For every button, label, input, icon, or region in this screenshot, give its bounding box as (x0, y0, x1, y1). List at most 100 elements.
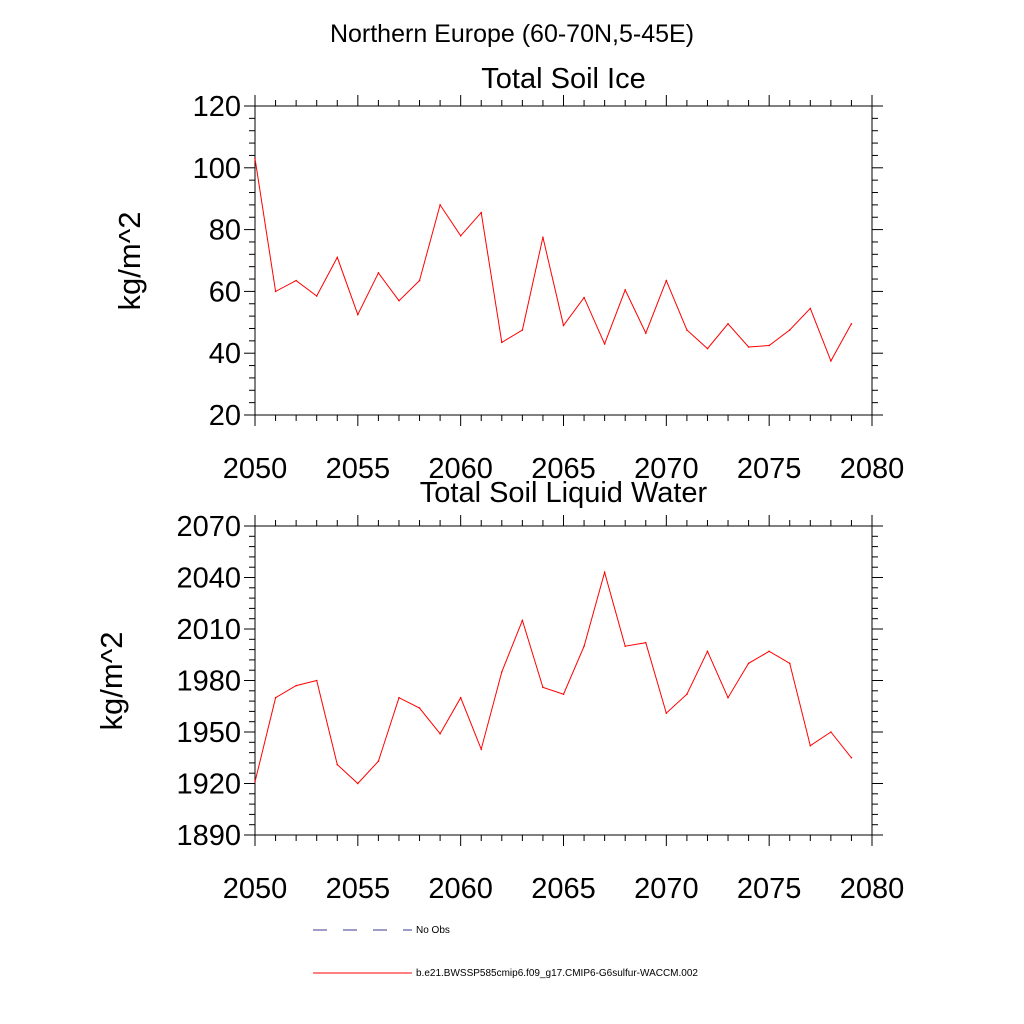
data-point (850, 756, 853, 759)
data-point (459, 696, 462, 699)
data-point (398, 299, 400, 302)
x-tick-label: 2050 (223, 873, 288, 905)
data-point (274, 290, 277, 293)
data-point (603, 343, 606, 345)
y-tick-label: 40 (209, 338, 241, 370)
data-point (274, 696, 277, 699)
data-point (501, 671, 503, 673)
y-tick-label: 20 (209, 400, 241, 432)
data-point (357, 313, 359, 316)
data-point (768, 650, 770, 653)
data-point (521, 329, 524, 331)
data-point (665, 279, 668, 282)
data-point (254, 780, 256, 783)
data-point (747, 662, 750, 665)
legend-model-label: b.e21.BWSSP585cmip6.f09_g17.CMIP6-G6sulf… (416, 968, 698, 979)
data-point (377, 760, 380, 762)
y-tick-label: 2040 (176, 563, 241, 595)
data-point (788, 662, 791, 665)
data-point (542, 686, 544, 689)
legend: No Obs b.e21.BWSSP585cmip6.f09_g17.CMIP6… (313, 925, 698, 979)
main-title: Northern Europe (60-70N,5-45E) (330, 20, 694, 48)
x-tick-label: 2065 (531, 873, 596, 905)
data-point (809, 744, 812, 747)
data-point (706, 650, 709, 653)
data-point (727, 323, 729, 325)
data-point (315, 295, 318, 297)
y-axis-label: kg/m^2 (112, 212, 147, 311)
data-point (295, 279, 297, 282)
data-point (644, 641, 647, 644)
data-point (562, 324, 565, 327)
chart-title: Total Soil Liquid Water (420, 477, 708, 509)
x-tick-label: 2050 (223, 453, 288, 485)
x-tick-label: 2075 (737, 873, 802, 905)
x-tick-label: 2080 (840, 453, 905, 485)
data-point (480, 748, 483, 750)
y-tick-label: 1980 (176, 666, 241, 698)
y-tick-label: 120 (193, 91, 241, 123)
x-tick-label: 2060 (428, 873, 493, 905)
y-tick-label: 1890 (176, 820, 241, 852)
data-point (830, 731, 832, 733)
y-tick-label: 2010 (176, 614, 241, 646)
data-point (336, 763, 339, 766)
data-point (357, 782, 359, 785)
data-point (727, 696, 729, 699)
data-point (809, 307, 812, 310)
x-tick-label: 2060 (428, 453, 493, 485)
data-point (542, 236, 544, 239)
data-point (624, 645, 626, 647)
data-point (624, 289, 626, 291)
data-point (788, 329, 791, 331)
y-tick-label: 80 (209, 215, 241, 247)
data-point (830, 360, 832, 362)
data-point (562, 693, 565, 696)
data-point (315, 679, 318, 682)
data-point (768, 344, 770, 347)
data-point (706, 347, 709, 350)
x-tick-label: 2070 (634, 453, 699, 485)
y-tick-label: 1950 (176, 717, 241, 749)
plot-frame (254, 105, 873, 416)
data-point (850, 323, 853, 325)
data-point (501, 341, 503, 344)
data-point (583, 645, 585, 647)
data-point (480, 211, 483, 214)
data-point (603, 571, 606, 574)
data-point (398, 696, 400, 699)
data-point (439, 732, 441, 735)
data-point (377, 272, 380, 274)
y-tick-label: 2070 (176, 511, 241, 543)
data-point (747, 346, 750, 348)
x-tick-label: 2080 (840, 873, 905, 905)
data-point (686, 329, 688, 331)
data-point (644, 332, 647, 334)
x-tick-label: 2055 (326, 453, 391, 485)
data-point (665, 712, 668, 714)
x-tick-label: 2055 (326, 873, 391, 905)
plot-frame (254, 525, 873, 836)
x-tick-label: 2075 (737, 453, 802, 485)
y-tick-label: 100 (193, 153, 241, 185)
data-point (418, 279, 421, 282)
y-axis-label: kg/m^2 (94, 632, 129, 731)
chart-total-soil-liquid-water: Total Soil Liquid Water kg/m^2 2050 2055 206… (94, 477, 904, 905)
data-point (295, 684, 297, 687)
y-tick-label: 1920 (176, 769, 241, 801)
data-point (686, 693, 688, 696)
chart-title: Total Soil Ice (481, 63, 645, 95)
x-tick-label: 2065 (531, 453, 596, 485)
data-point (583, 296, 585, 299)
data-point (336, 256, 339, 259)
series-line (254, 570, 852, 785)
y-tick-label: 60 (209, 276, 241, 308)
x-tick-label: 2070 (634, 873, 699, 905)
data-point (521, 619, 524, 622)
data-point (418, 707, 421, 709)
data-point (439, 204, 441, 206)
series-line (254, 158, 852, 363)
data-point (254, 157, 256, 160)
